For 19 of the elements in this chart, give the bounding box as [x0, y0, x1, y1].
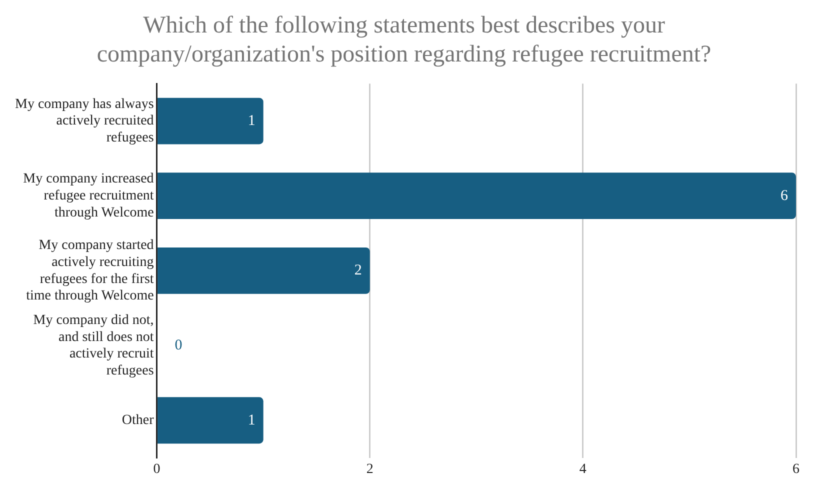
data-label: 0 — [174, 337, 182, 354]
bar — [158, 172, 796, 220]
x-tick-label: 6 — [792, 462, 800, 477]
x-tick-label: 0 — [153, 462, 160, 477]
y-tick-label: My company started actively recruiting refugees for the first time through Welcome — [26, 238, 154, 304]
bar — [158, 397, 264, 444]
data-label: 1 — [248, 112, 256, 129]
chart-title: Which of the following statements best describes your company/organization's position regarding refugee recruitment? — [96, 12, 712, 68]
data-label: 6 — [780, 188, 788, 204]
x-tick-label: 4 — [579, 462, 586, 477]
bar — [158, 98, 264, 144]
y-tick-label: My company has always actively recruited refugees — [14, 96, 154, 146]
bar — [158, 248, 370, 294]
y-tick-label: My company did not, and still does not actively recruit refugees — [33, 313, 154, 378]
x-tick-label: 2 — [366, 462, 374, 477]
y-tick-label: Other — [122, 413, 154, 428]
y-tick-label: My company increased refugee recruitment through Welcome — [23, 172, 154, 220]
data-label: 1 — [248, 412, 256, 428]
data-label: 2 — [354, 262, 362, 279]
